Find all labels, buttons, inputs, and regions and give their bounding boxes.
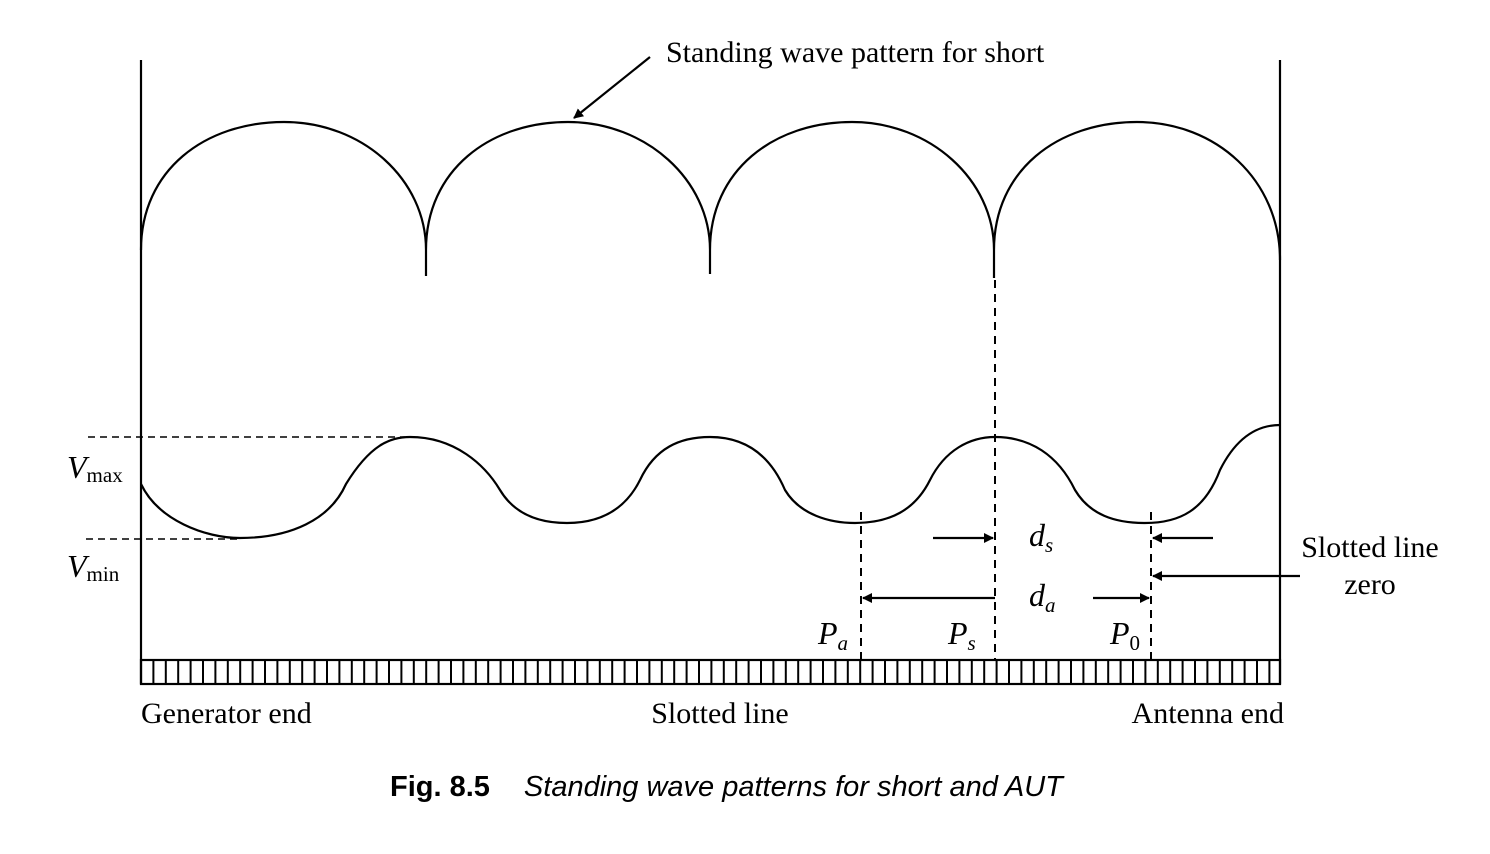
short-pattern-label: Standing wave pattern for short [666,36,1045,69]
aut-standing-wave-curve [140,423,1281,540]
slotted-line-zero-label-2: zero [1344,568,1396,601]
da-label: da [1029,577,1056,617]
figure-caption: Fig. 8.5 Standing wave patterns for short… [390,771,1065,803]
pa-label: Pa [817,615,848,655]
slotted-line-zero-label-1: Slotted line [1301,531,1439,564]
p0-label: P0 [1109,615,1140,655]
vmax-label: Vmax [67,449,123,487]
slotted-line-scale [139,658,1282,686]
antenna-end-label: Antenna end [1132,697,1284,730]
ds-label: ds [1029,517,1053,557]
short-pattern-arrow [573,56,651,119]
slotted-line-label: Slotted line [651,697,789,730]
short-standing-wave-curve [139,120,1282,278]
generator-end-label: Generator end [141,697,312,730]
vmin-label: Vmin [67,548,120,586]
ps-label: Ps [947,615,976,655]
